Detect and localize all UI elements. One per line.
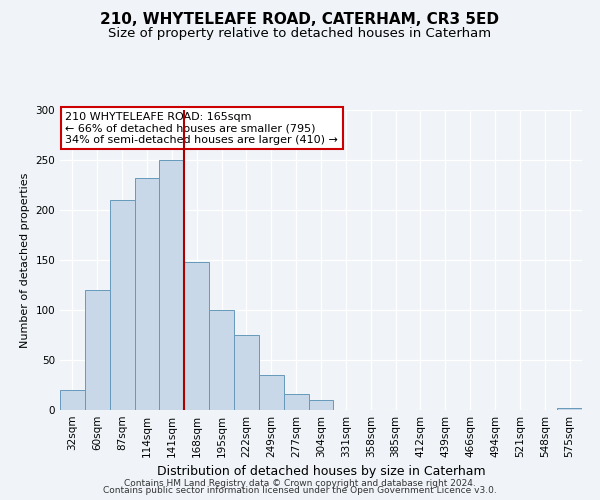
Text: Contains HM Land Registry data © Crown copyright and database right 2024.: Contains HM Land Registry data © Crown c… (124, 478, 476, 488)
Bar (259, 375, 284, 410)
Bar (557, 408, 582, 410)
Text: 210, WHYTELEAFE ROAD, CATERHAM, CR3 5ED: 210, WHYTELEAFE ROAD, CATERHAM, CR3 5ED (101, 12, 499, 28)
Y-axis label: Number of detached properties: Number of detached properties (20, 172, 30, 348)
Text: Size of property relative to detached houses in Caterham: Size of property relative to detached ho… (109, 28, 491, 40)
Bar (308, 400, 334, 410)
Bar (85, 290, 110, 410)
X-axis label: Distribution of detached houses by size in Caterham: Distribution of detached houses by size … (157, 466, 485, 478)
Bar (160, 160, 184, 410)
Bar (284, 394, 308, 410)
Bar (134, 178, 160, 410)
Bar (234, 335, 259, 410)
Bar (184, 262, 209, 410)
Text: 210 WHYTELEAFE ROAD: 165sqm
← 66% of detached houses are smaller (795)
34% of se: 210 WHYTELEAFE ROAD: 165sqm ← 66% of det… (65, 112, 338, 144)
Bar (110, 200, 134, 410)
Bar (60, 390, 85, 410)
Bar (209, 310, 234, 410)
Text: Contains public sector information licensed under the Open Government Licence v3: Contains public sector information licen… (103, 486, 497, 495)
